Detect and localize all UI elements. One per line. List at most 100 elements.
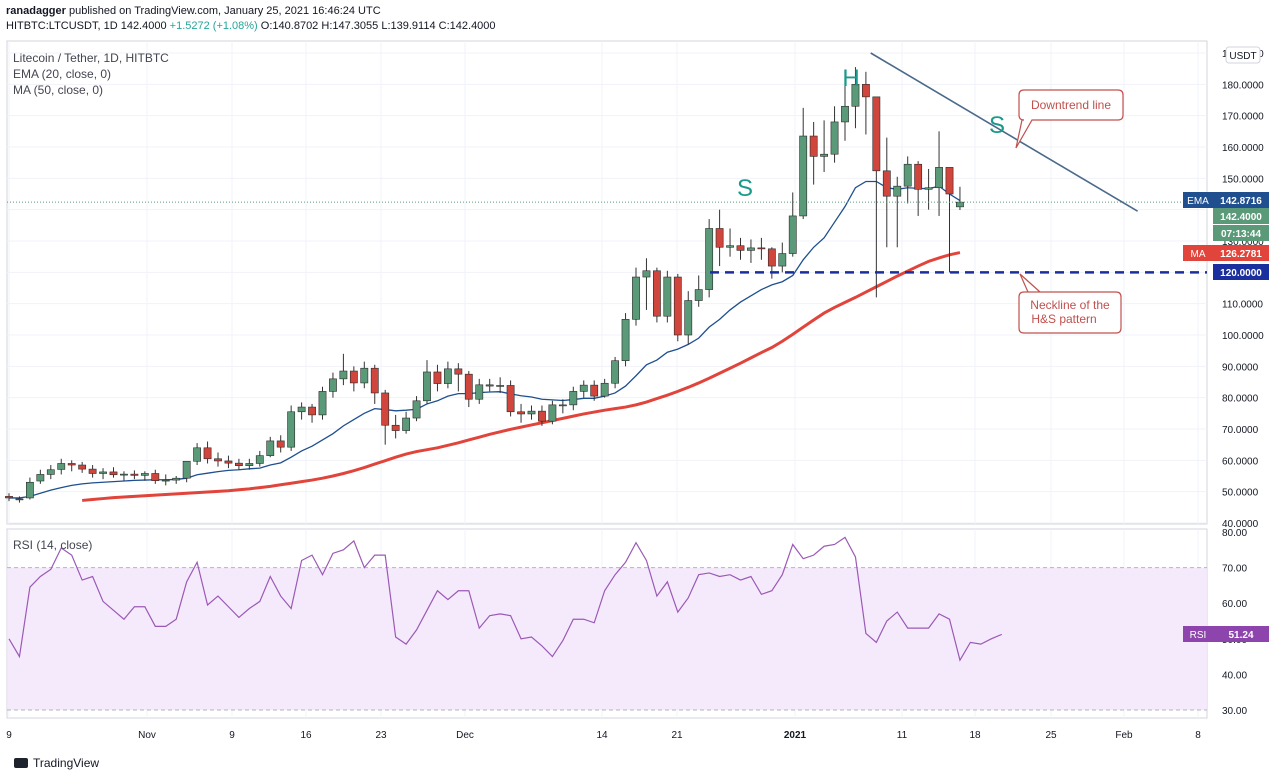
candle-body[interactable] [214,458,222,462]
candle-body[interactable] [475,384,484,400]
candle-body[interactable] [360,367,369,384]
ma-line[interactable] [82,251,961,502]
currency-box[interactable] [1225,46,1261,64]
candle-body[interactable] [151,473,160,482]
candle-body[interactable] [778,253,787,267]
candle-body[interactable] [182,460,191,479]
candle-body[interactable] [25,481,34,499]
candle-body[interactable] [349,370,358,384]
candle-body[interactable] [423,371,431,402]
candle-body[interactable] [245,463,254,466]
candle-body[interactable] [46,469,55,475]
candle-body[interactable] [914,163,923,190]
candle-body[interactable] [830,121,839,155]
candle-body[interactable] [464,373,473,400]
legend-ma[interactable]: MA (50, close, 0) [13,83,104,97]
candle-body[interactable] [67,463,76,466]
candle-body[interactable] [443,368,452,384]
candle-body[interactable] [726,245,734,248]
candle-body[interactable] [621,319,630,361]
candle-body[interactable] [381,392,390,426]
candle-body[interactable] [506,385,515,413]
candle-body[interactable] [193,447,201,462]
ema-line[interactable] [9,180,961,499]
candle-body[interactable] [130,473,139,476]
candle-body[interactable] [558,404,567,407]
candle-body[interactable] [454,368,463,375]
candle-body[interactable] [517,411,525,415]
candle-body[interactable] [757,247,766,250]
candle-body[interactable] [5,496,13,499]
candle-body[interactable] [642,270,651,278]
candle-body[interactable] [370,367,379,394]
candle-body[interactable] [88,468,97,474]
candle-body[interactable] [287,411,296,448]
legend-ema[interactable]: EMA (20, close, 0) [13,67,112,81]
candle-body[interactable] [715,228,724,248]
candle-body[interactable] [767,248,776,267]
candle-body[interactable] [548,404,557,422]
candle-body[interactable] [736,245,745,251]
candle-body[interactable] [673,276,682,336]
candle-body[interactable] [99,471,107,474]
candle-body[interactable] [882,170,891,197]
candle-body[interactable] [15,498,24,501]
author-name[interactable]: ranadagger [6,5,66,17]
tradingview-logo[interactable]: TradingView [14,756,99,770]
rsi-line[interactable] [8,536,1002,662]
candle-body[interactable] [861,84,870,98]
candle-body[interactable] [841,105,849,123]
candle-body[interactable] [266,440,275,456]
candle-body[interactable] [203,447,212,460]
candle-body[interactable] [433,371,442,384]
candle-body[interactable] [172,477,181,481]
candle-body[interactable] [893,185,902,197]
candle-body[interactable] [78,464,87,470]
candle-body[interactable] [924,187,933,190]
candle-body[interactable] [109,471,118,476]
candle-body[interactable] [705,228,714,290]
candle-body[interactable] [600,382,609,397]
candle-body[interactable] [36,474,45,482]
candle-body[interactable] [527,410,536,415]
candle-body[interactable] [611,360,619,384]
candle-body[interactable] [538,410,546,422]
candle-body[interactable] [820,153,828,157]
candle-body[interactable] [632,276,640,320]
legend-rsi[interactable]: RSI (14, close) [13,538,93,552]
downtrend-line[interactable] [870,52,1139,212]
candle-body[interactable] [652,270,661,317]
candle-body[interactable] [956,201,964,208]
candle-body[interactable] [788,215,797,254]
candle-body[interactable] [809,135,818,157]
candle-body[interactable] [579,384,588,392]
candle-body[interactable] [412,400,421,419]
candle-body[interactable] [297,406,306,413]
candle-body[interactable] [161,479,170,482]
candle-body[interactable] [57,463,66,470]
candle-body[interactable] [851,84,860,107]
candle-body[interactable] [872,96,881,172]
candle-body[interactable] [496,385,505,387]
candle-body[interactable] [235,462,243,466]
candle-body[interactable] [799,135,808,217]
candle-body[interactable] [903,163,912,187]
candle-body[interactable] [590,384,599,397]
candle-body[interactable] [935,167,943,189]
candle-body[interactable] [329,378,337,392]
candle-body[interactable] [485,384,494,387]
candle-body[interactable] [120,473,128,476]
candle-body[interactable] [391,424,400,431]
candle-body[interactable] [684,300,693,336]
candle-body[interactable] [318,391,327,416]
candle-body[interactable] [569,391,578,406]
candle-body[interactable] [224,460,233,464]
candle-body[interactable] [339,370,348,380]
candle-body[interactable] [402,417,410,431]
candle-body[interactable] [747,247,755,251]
candle-body[interactable] [694,289,703,301]
candle-body[interactable] [140,473,149,476]
candle-body[interactable] [255,455,264,464]
candle-body[interactable] [276,440,285,448]
